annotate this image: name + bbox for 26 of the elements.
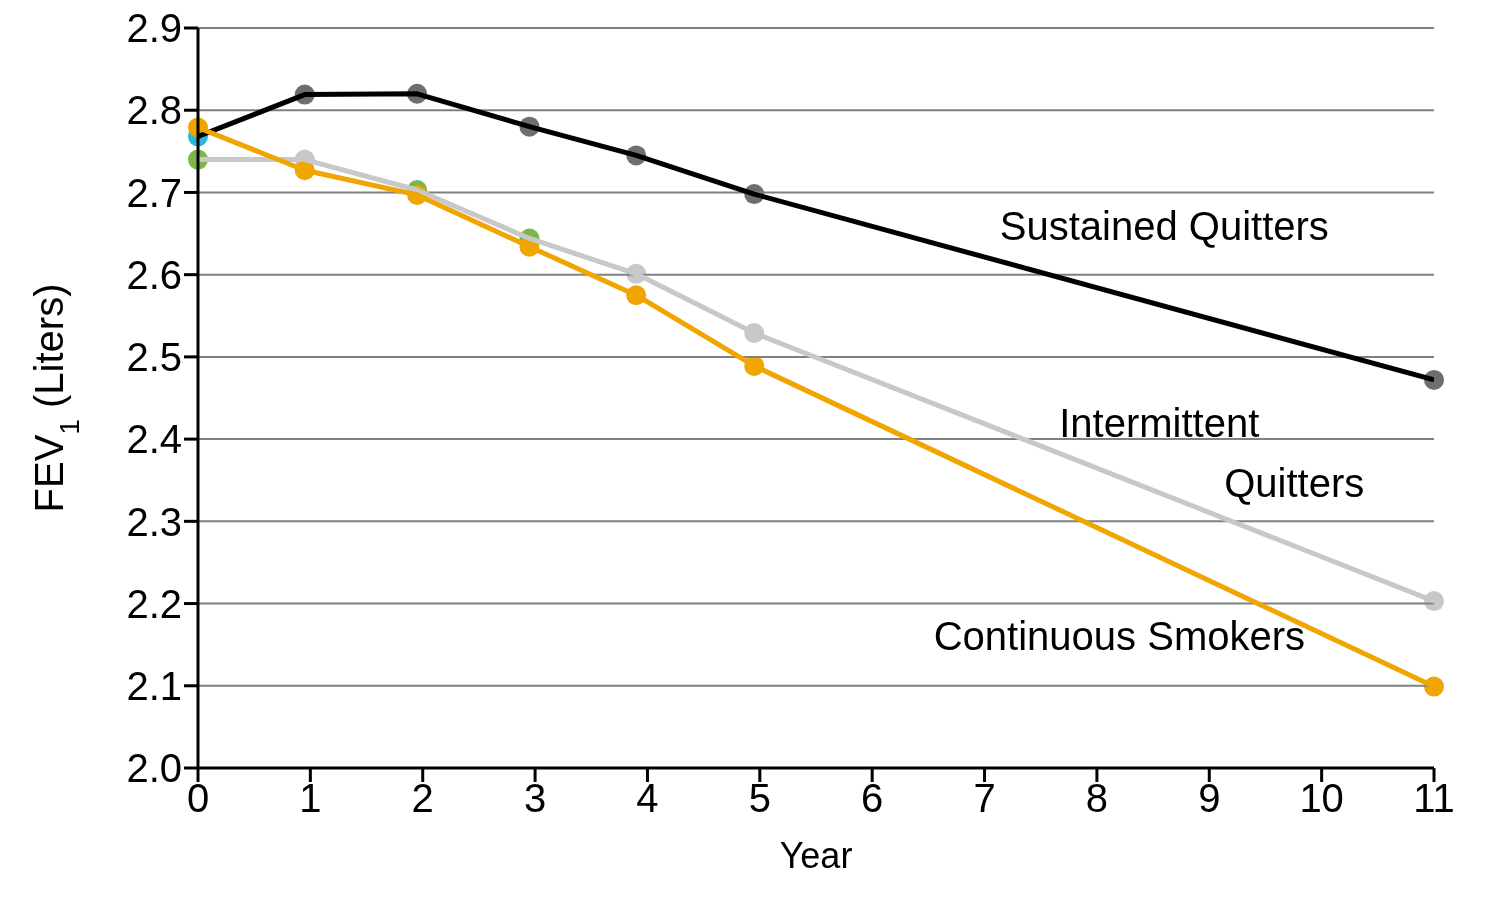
x-tick-label: 6 xyxy=(861,776,884,821)
x-tick-label: 11 xyxy=(1413,776,1455,821)
x-tick-label: 8 xyxy=(1085,776,1109,821)
series-label: Sustained Quitters xyxy=(999,204,1329,249)
y-tick-label: 2.3 xyxy=(126,499,182,544)
x-tick-label: 3 xyxy=(523,776,547,821)
y-tick-label: 2.6 xyxy=(126,252,182,297)
x-tick-label: 5 xyxy=(748,776,771,821)
x-tick-label: 7 xyxy=(973,776,996,821)
x-tick-label: 4 xyxy=(636,776,659,821)
y-tick-label: 2.2 xyxy=(126,581,182,626)
y-tick-label: 2.5 xyxy=(126,335,182,380)
x-axis-title: Year xyxy=(779,835,853,876)
y-tick-label: 2.1 xyxy=(126,663,182,708)
y-tick-label: 2.4 xyxy=(126,417,182,462)
x-tick-label: 1 xyxy=(299,776,322,821)
series-label: Intermittent Quitters xyxy=(1059,400,1365,505)
y-tick-label: 2.8 xyxy=(126,88,182,133)
x-tick-label: 0 xyxy=(186,776,210,821)
y-tick-label: 2.7 xyxy=(126,170,182,215)
y-tick-label: 2.9 xyxy=(126,6,182,51)
x-tick-label: 2 xyxy=(411,776,434,821)
x-tick-label: 10 xyxy=(1299,776,1344,821)
x-tick-label: 9 xyxy=(1198,776,1221,821)
series-label: Continuous Smokers xyxy=(933,613,1306,658)
y-tick-label: 2.0 xyxy=(126,746,182,791)
